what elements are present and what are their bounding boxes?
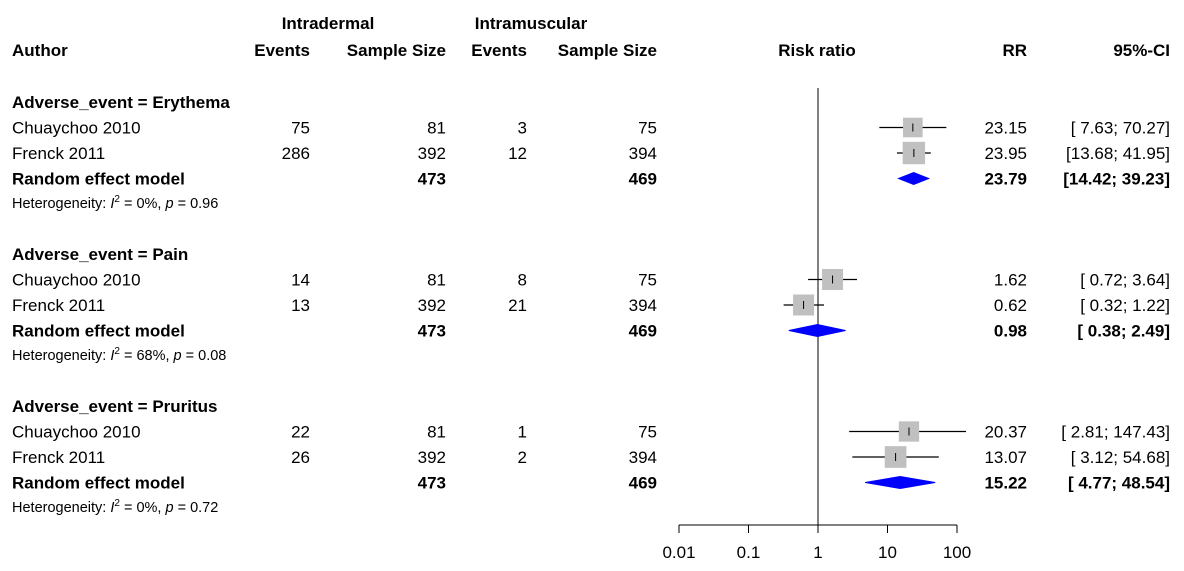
study-events1: 75: [291, 119, 310, 138]
subgroup-label: Adverse_event = Pruritus: [12, 397, 218, 416]
model-n1: 473: [418, 474, 446, 493]
model-rr: 23.79: [984, 170, 1027, 189]
subgroup-label: Adverse_event = Pain: [12, 245, 188, 264]
study-events2: 12: [508, 144, 527, 163]
study-n1: 392: [418, 448, 446, 467]
risk-ratio-header: Risk ratio: [778, 41, 855, 60]
model-diamond: [865, 475, 936, 490]
sample-size1-header: Sample Size: [347, 41, 446, 60]
model-rr: 0.98: [994, 322, 1027, 341]
study-ci: [ 7.63; 70.27]: [1071, 119, 1170, 138]
study-ci: [13.68; 41.95]: [1066, 144, 1170, 163]
model-ci: [14.42; 39.23]: [1063, 170, 1170, 189]
study-events1: 286: [282, 144, 310, 163]
study-ci: [ 3.12; 54.68]: [1071, 448, 1170, 467]
study-rr: 23.95: [984, 144, 1027, 163]
study-author: Chuaychoo 2010: [12, 119, 141, 138]
header-row: Intradermal Intramuscular Author Events …: [12, 14, 1170, 60]
ci-header: 95%-CI: [1113, 41, 1170, 60]
study-events1: 26: [291, 448, 310, 467]
heterogeneity-text: Heterogeneity: I2 = 0%, p = 0.96: [12, 194, 218, 212]
model-label: Random effect model: [12, 170, 185, 189]
x-tick-label: 10: [878, 543, 897, 562]
model-ci: [ 0.38; 2.49]: [1077, 322, 1170, 341]
study-events1: 13: [291, 296, 310, 315]
study-n1: 81: [427, 423, 446, 442]
subgroup-label: Adverse_event = Erythema: [12, 93, 230, 112]
model-n2: 469: [629, 322, 657, 341]
model-diamond: [897, 171, 931, 186]
study-author: Frenck 2011: [12, 144, 105, 163]
forest-marks: [783, 88, 966, 525]
model-ci: [ 4.77; 48.54]: [1068, 474, 1170, 493]
model-n2: 469: [629, 170, 657, 189]
study-n1: 81: [427, 119, 446, 138]
study-n2: 394: [629, 144, 657, 163]
x-tick-label: 100: [943, 543, 971, 562]
model-n1: 473: [418, 322, 446, 341]
study-n1: 392: [418, 296, 446, 315]
study-n1: 392: [418, 144, 446, 163]
study-ci: [ 2.81; 147.43]: [1061, 423, 1170, 442]
events2-header: Events: [471, 41, 527, 60]
model-diamond: [788, 323, 846, 338]
study-events2: 21: [508, 296, 527, 315]
forest-rows: Adverse_event = Erythema Chuaychoo 2010 75…: [12, 93, 1170, 516]
model-n1: 473: [418, 170, 446, 189]
study-n2: 394: [629, 296, 657, 315]
study-events1: 14: [291, 271, 310, 290]
x-tick-label: 1: [813, 543, 822, 562]
study-n2: 75: [638, 119, 657, 138]
study-n2: 75: [638, 423, 657, 442]
study-n2: 75: [638, 271, 657, 290]
study-events2: 3: [518, 119, 527, 138]
study-rr: 20.37: [984, 423, 1027, 442]
study-rr: 23.15: [984, 119, 1027, 138]
study-rr: 0.62: [994, 296, 1027, 315]
study-author: Frenck 2011: [12, 448, 105, 467]
model-n2: 469: [629, 474, 657, 493]
study-events2: 2: [518, 448, 527, 467]
rr-header: RR: [1002, 41, 1027, 60]
x-axis: 0.01 0.1 1 10 100: [662, 524, 971, 562]
study-events2: 8: [518, 271, 527, 290]
study-author: Chuaychoo 2010: [12, 271, 141, 290]
heterogeneity-text: Heterogeneity: I2 = 0%, p = 0.72: [12, 498, 218, 516]
study-author: Chuaychoo 2010: [12, 423, 141, 442]
model-rr: 15.22: [984, 474, 1027, 493]
study-n1: 81: [427, 271, 446, 290]
sample-size2-header: Sample Size: [558, 41, 657, 60]
events1-header: Events: [254, 41, 310, 60]
study-events2: 1: [518, 423, 527, 442]
study-ci: [ 0.72; 3.64]: [1080, 271, 1170, 290]
study-events1: 22: [291, 423, 310, 442]
x-tick-label: 0.01: [662, 543, 695, 562]
study-ci: [ 0.32; 1.22]: [1080, 296, 1170, 315]
study-n2: 394: [629, 448, 657, 467]
x-tick-label: 0.1: [737, 543, 761, 562]
model-label: Random effect model: [12, 322, 185, 341]
group1-header: Intradermal: [282, 14, 375, 33]
group2-header: Intramuscular: [475, 14, 588, 33]
study-author: Frenck 2011: [12, 296, 105, 315]
model-label: Random effect model: [12, 474, 185, 493]
study-rr: 1.62: [994, 271, 1027, 290]
author-header: Author: [12, 41, 68, 60]
study-rr: 13.07: [984, 448, 1027, 467]
heterogeneity-text: Heterogeneity: I2 = 68%, p = 0.08: [12, 346, 226, 364]
